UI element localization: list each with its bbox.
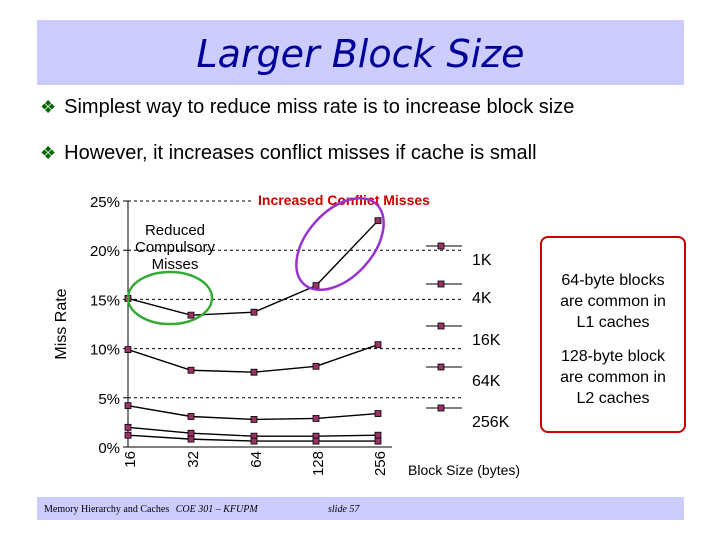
footer-left: Memory Hierarchy and Caches COE 301 – KF… — [44, 504, 258, 515]
slide-title: Larger Block Size — [196, 32, 525, 76]
data-point — [312, 415, 320, 422]
legend-swatch-marker — [437, 242, 445, 250]
data-point — [187, 366, 195, 374]
legend-label: 256K — [472, 414, 510, 431]
annotation-increased-conflict: Increased Conflict Misses — [258, 192, 430, 208]
x-tick-label: 16 — [122, 451, 139, 468]
bullet-2: ❖ However, it increases conflict misses i… — [40, 142, 537, 165]
y-tick-label: 25% — [90, 194, 120, 211]
data-point — [312, 282, 320, 290]
note-l1-line3: L1 caches — [576, 314, 650, 331]
data-point — [124, 431, 132, 439]
note-l2: 128-byte block are common in L2 caches — [542, 346, 684, 409]
increased-highlight-ellipse — [295, 196, 385, 292]
data-point — [374, 341, 382, 349]
diamond-bullet-icon: ❖ — [40, 97, 57, 117]
data-point — [187, 413, 195, 420]
data-point — [187, 429, 195, 437]
legend-swatch-marker — [437, 404, 445, 412]
footer-slide-number: slide 57 — [328, 504, 360, 515]
data-point — [250, 437, 258, 445]
footer-course: COE 301 – KFUPM — [175, 504, 258, 515]
cache-notes-box: 64-byte blocks are common in L1 caches 1… — [540, 236, 686, 433]
data-point — [250, 368, 258, 376]
footer-topic: Memory Hierarchy and Caches — [44, 504, 170, 515]
data-point — [374, 431, 382, 439]
data-point — [187, 435, 195, 443]
y-tick-label: 5% — [98, 391, 120, 408]
x-tick-label: 32 — [185, 451, 202, 468]
footer-band — [37, 497, 684, 520]
data-point — [124, 346, 132, 353]
legend-swatch-marker — [437, 363, 445, 371]
x-tick-label: 64 — [248, 451, 265, 468]
legend-label: 1K — [472, 252, 492, 269]
data-point — [250, 308, 258, 316]
legend-swatch-marker — [437, 280, 445, 288]
data-point — [124, 402, 132, 410]
diamond-bullet-icon: ❖ — [40, 143, 57, 163]
y-tick-label: 0% — [98, 440, 120, 457]
data-point — [374, 217, 382, 225]
data-point — [374, 410, 382, 417]
data-point — [312, 437, 320, 445]
note-l1-line2: are common in — [560, 293, 666, 310]
legend-label: 64K — [472, 373, 501, 390]
x-tick-label: 128 — [310, 451, 327, 476]
y-axis-label: Miss Rate — [53, 288, 70, 359]
data-point — [374, 437, 382, 445]
note-l1: 64-byte blocks are common in L1 caches — [542, 270, 684, 333]
data-point — [187, 311, 195, 319]
note-l2-line2: are common in — [560, 369, 666, 386]
data-point — [124, 423, 132, 431]
reduced-highlight-ellipse — [126, 270, 214, 326]
bullet-1: ❖ Simplest way to reduce miss rate is to … — [40, 96, 574, 119]
data-point — [312, 362, 320, 370]
y-tick-label: 15% — [90, 292, 120, 309]
data-point — [250, 416, 258, 423]
legend-label: 4K — [472, 290, 492, 307]
x-axis-label: Block Size (bytes) — [408, 462, 520, 478]
bullet-1-text: Simplest way to reduce miss rate is to i… — [64, 96, 575, 118]
legend-label: 16K — [472, 332, 501, 349]
note-l2-line1: 128-byte block — [560, 348, 666, 365]
x-tick-label: 256 — [372, 451, 389, 476]
annotation-reduced-compulsory: Misses — [152, 256, 199, 273]
y-tick-label: 20% — [90, 243, 120, 260]
legend-swatch-marker — [437, 322, 445, 330]
title-band: Larger Block Size — [37, 20, 684, 85]
annotation-reduced-compulsory: Compulsory — [135, 239, 216, 256]
bullet-2-text: However, it increases conflict misses if… — [64, 142, 537, 164]
note-l2-line3: L2 caches — [576, 390, 650, 407]
y-tick-label: 10% — [90, 342, 120, 359]
note-l1-line1: 64-byte blocks — [561, 272, 665, 289]
annotation-reduced-compulsory: Reduced — [145, 222, 205, 239]
